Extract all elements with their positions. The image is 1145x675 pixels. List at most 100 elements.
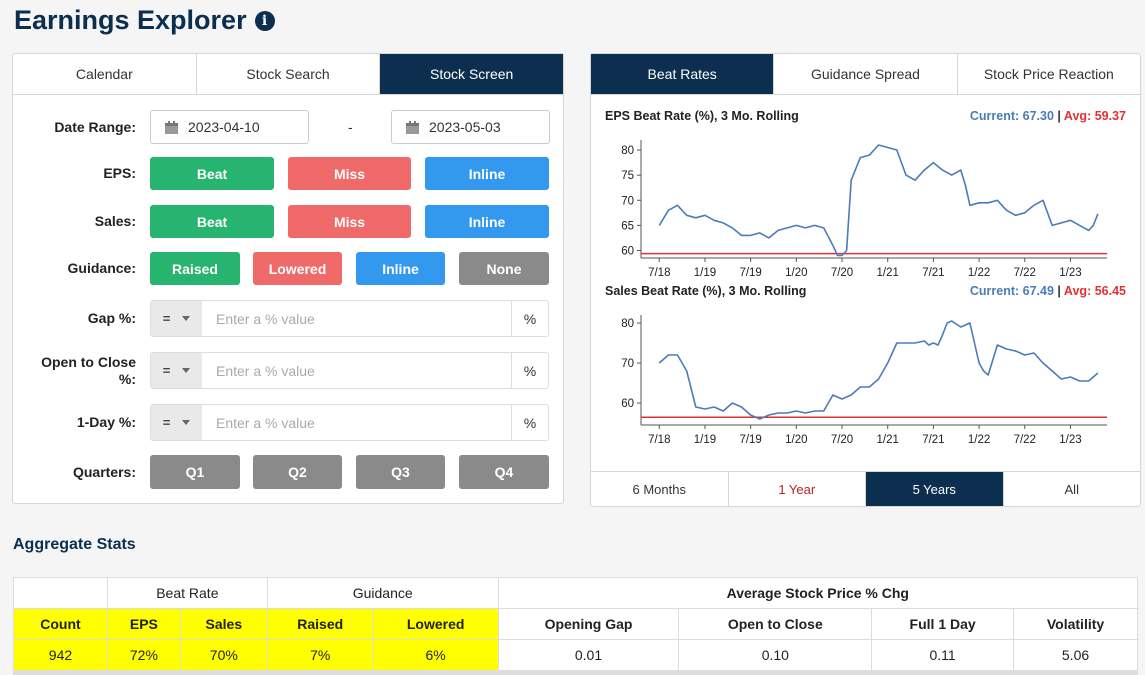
x-tick-label: 1/19	[694, 434, 716, 446]
start-date-input[interactable]: 2023-04-10	[150, 110, 309, 144]
page-title-text: Earnings Explorer	[14, 5, 247, 35]
right-tab-bar: Beat Rates Guidance Spread Stock Price R…	[591, 54, 1140, 95]
x-tick-label: 1/20	[785, 434, 807, 446]
one-day-input-group: = %	[150, 404, 549, 441]
one-day-operator-select[interactable]: =	[151, 405, 202, 440]
y-tick-label: 70	[621, 358, 634, 370]
val-count: 942	[13, 639, 108, 671]
val-opening-gap: 0.01	[497, 639, 680, 671]
series-line	[658, 320, 1099, 420]
quarters-row: Quarters: Q1 Q2 Q3 Q4	[13, 455, 563, 489]
guidance-raised-button[interactable]: Raised	[150, 252, 240, 285]
open-to-close-operator-select[interactable]: =	[151, 353, 202, 388]
x-tick-label: 7/20	[831, 267, 853, 279]
sales-stats-separator: |	[1057, 284, 1061, 298]
gap-operator-select[interactable]: =	[151, 301, 202, 336]
quarters-label: Quarters:	[72, 463, 136, 480]
sales-beat-rate-chart: 60 70 80 7/18 1/19 7/19 1/20 7/20 1/21 7/21 1/22 7/…	[621, 315, 1107, 446]
sales-row: Sales: Beat Miss Inline	[13, 205, 563, 238]
col-sales: Sales	[179, 608, 268, 640]
open-to-close-unit: %	[511, 353, 548, 388]
calendar-icon	[406, 120, 419, 134]
tab-beat-rates[interactable]: Beat Rates	[591, 54, 775, 94]
tab-guidance-spread[interactable]: Guidance Spread	[774, 54, 958, 94]
aggregate-stats-title: Aggregate Stats	[13, 536, 136, 553]
col-volatility: Volatility	[1013, 608, 1138, 640]
sales-chart-stats: Current: 67.49 | Avg: 56.45	[970, 284, 1126, 298]
range-5-years[interactable]: 5 Years	[866, 472, 1004, 506]
sales-miss-button[interactable]: Miss	[288, 205, 411, 238]
open-to-close-operator-value: =	[162, 363, 171, 378]
guidance-lowered-button[interactable]: Lowered	[253, 252, 342, 285]
eps-beat-button[interactable]: Beat	[150, 157, 274, 190]
calendar-icon	[165, 120, 178, 134]
eps-inline-button[interactable]: Inline	[425, 157, 549, 190]
quarter-q4-button[interactable]: Q4	[459, 455, 549, 489]
tab-calendar[interactable]: Calendar	[13, 54, 197, 94]
sales-beat-button[interactable]: Beat	[150, 205, 274, 238]
beat-rate-header: Beat Rate	[106, 577, 268, 609]
quarter-q3-button[interactable]: Q3	[356, 455, 445, 489]
y-tick-label: 70	[621, 195, 634, 207]
guidance-inline-button[interactable]: Inline	[356, 252, 445, 285]
tab-stock-screen[interactable]: Stock Screen	[380, 54, 564, 94]
eps-miss-button[interactable]: Miss	[288, 157, 411, 190]
empty-header-cell	[13, 577, 108, 609]
guidance-none-button[interactable]: None	[459, 252, 549, 285]
val-open-to-close: 0.10	[678, 639, 873, 671]
tab-stock-search[interactable]: Stock Search	[197, 54, 381, 94]
val-raised: 7%	[266, 639, 374, 671]
eps-beat-rate-chart: 60 65 70 75 80 7/18 1/19 7/19 1/20 7/20 1/21 7/21 1/…	[621, 140, 1107, 279]
open-to-close-input[interactable]	[202, 353, 511, 388]
gap-input[interactable]	[202, 301, 511, 336]
guidance-header: Guidance	[266, 577, 499, 609]
sales-inline-button[interactable]: Inline	[425, 205, 549, 238]
gap-label: Gap %:	[87, 310, 136, 326]
range-all[interactable]: All	[1064, 481, 1079, 497]
end-date-input[interactable]: 2023-05-03	[391, 110, 550, 144]
col-eps: EPS	[106, 608, 181, 640]
x-tick-label: 1/21	[877, 267, 899, 279]
val-eps: 72%	[106, 639, 181, 671]
x-tick-label: 1/22	[968, 434, 990, 446]
tab-stock-price-reaction[interactable]: Stock Price Reaction	[983, 66, 1114, 82]
open-to-close-label: Open to Close%:	[41, 354, 136, 388]
x-tick-label: 1/23	[1059, 434, 1081, 446]
date-range-label: Date Range:	[54, 118, 136, 135]
x-tick-label: 7/19	[739, 434, 761, 446]
col-count: Count	[13, 608, 108, 640]
range-1-year[interactable]: 1 Year	[729, 472, 866, 506]
end-date-value: 2023-05-03	[429, 119, 501, 135]
y-tick-label: 80	[621, 145, 634, 157]
y-tick-label: 80	[621, 318, 634, 330]
quarter-q1-button[interactable]: Q1	[150, 455, 240, 489]
quarter-q2-button[interactable]: Q2	[253, 455, 342, 489]
column-header-row: Count EPS Sales Raised Lowered Opening G…	[13, 608, 1138, 640]
aggregate-stats-table: Beat Rate Guidance Average Stock Price %…	[13, 577, 1139, 671]
table-scroll-strip	[13, 670, 1138, 675]
open-to-close-label-line2: %:	[118, 370, 136, 387]
x-tick-label: 1/23	[1059, 267, 1081, 279]
open-to-close-row: Open to Close%: = %	[13, 352, 563, 389]
val-full-1-day: 0.11	[871, 639, 1015, 671]
col-lowered: Lowered	[372, 608, 499, 640]
chevron-down-icon	[182, 316, 191, 321]
sales-avg-value: Avg: 56.45	[1063, 284, 1126, 298]
col-full-1-day: Full 1 Day	[871, 608, 1015, 640]
start-date-value: 2023-04-10	[188, 119, 260, 135]
val-lowered: 6%	[372, 639, 499, 671]
range-6-months[interactable]: 6 Months	[591, 472, 729, 506]
stock-screen-panel: Calendar Stock Search Stock Screen Date …	[12, 53, 564, 504]
chevron-down-icon	[182, 368, 191, 373]
gap-row: Gap %: = %	[13, 300, 563, 337]
guidance-row: Guidance: Raised Lowered Inline None	[13, 252, 563, 285]
eps-stats-separator: |	[1057, 109, 1061, 123]
info-icon[interactable]: i	[254, 10, 275, 31]
x-tick-label: 7/18	[648, 267, 670, 279]
val-sales: 70%	[179, 639, 268, 671]
x-tick-label: 7/21	[922, 434, 944, 446]
one-day-input[interactable]	[202, 405, 511, 440]
table-row: 942 72% 70% 7% 6% 0.01 0.10 0.11 5.06	[13, 639, 1138, 671]
gap-unit: %	[511, 301, 548, 336]
left-tab-bar: Calendar Stock Search Stock Screen	[13, 54, 564, 95]
